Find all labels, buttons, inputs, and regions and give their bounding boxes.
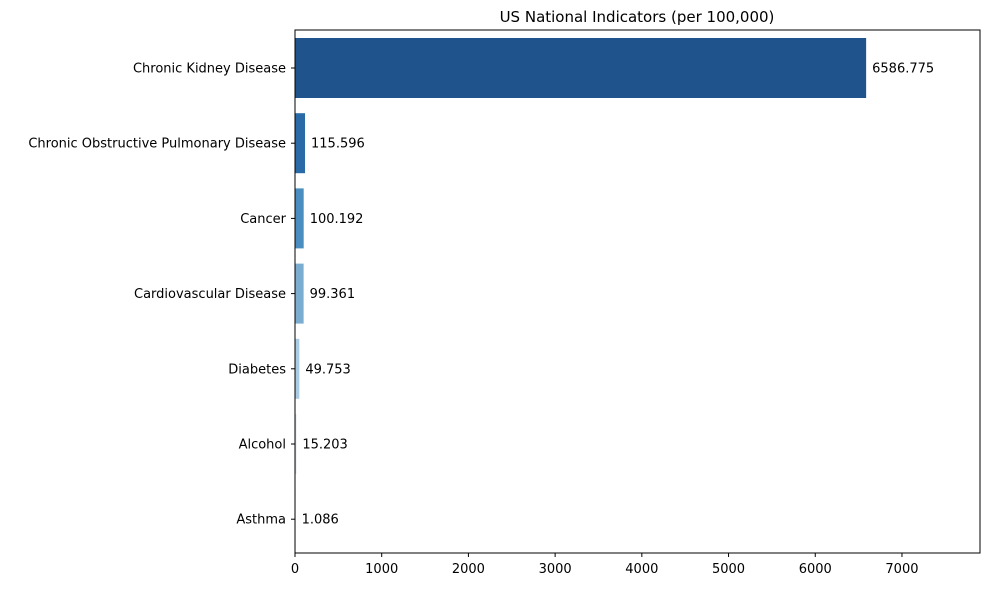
x-tick-label: 5000 (712, 562, 745, 577)
value-label: 100.192 (310, 212, 364, 227)
x-tick-label: 2000 (452, 562, 485, 577)
bar (295, 263, 304, 324)
value-label: 6586.775 (872, 62, 934, 77)
x-tick-label: 4000 (625, 562, 658, 577)
bar (295, 113, 306, 174)
category-label: Asthma (236, 513, 286, 528)
value-label: 49.753 (305, 362, 351, 377)
x-tick-label: 3000 (539, 562, 572, 577)
category-label: Chronic Kidney Disease (133, 62, 286, 77)
bar (295, 338, 300, 399)
value-label: 115.596 (311, 137, 365, 152)
category-label: Cardiovascular Disease (134, 287, 286, 302)
bar (295, 188, 304, 249)
value-label: 99.361 (310, 287, 356, 302)
plot-frame (294, 29, 981, 554)
category-label: Diabetes (228, 362, 286, 377)
x-tick-label: 0 (291, 562, 299, 577)
value-label: 15.203 (302, 438, 348, 453)
chart-title: US National Indicators (per 100,000) (500, 8, 775, 26)
x-tick-label: 1000 (365, 562, 398, 577)
category-label: Cancer (240, 212, 286, 227)
category-label: Alcohol (239, 438, 286, 453)
x-tick-label: 7000 (885, 562, 918, 577)
bar (295, 38, 867, 98)
bar (295, 414, 297, 474)
x-tick-label: 6000 (799, 562, 832, 577)
value-label: 1.086 (302, 513, 339, 528)
category-label: Chronic Obstructive Pulmonary Disease (28, 137, 286, 152)
